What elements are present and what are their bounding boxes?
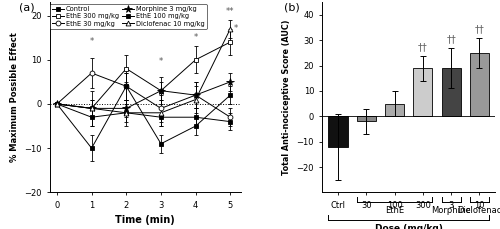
Bar [470,53,489,116]
Text: Dose (mg/kg): Dose (mg/kg) [375,224,442,229]
Text: EthE: EthE [385,206,404,215]
Text: ††: †† [474,24,484,34]
Bar [385,104,404,116]
Bar [442,68,461,116]
Text: Diclofenac: Diclofenac [458,206,500,215]
Text: (b): (b) [284,2,300,12]
Text: (a): (a) [20,2,35,12]
Y-axis label: Total Anti-nociceptive Score (AUC): Total Anti-nociceptive Score (AUC) [282,19,291,175]
Text: *: * [234,24,238,33]
Text: ††: †† [446,34,456,44]
Text: **: ** [226,7,234,16]
Y-axis label: % Maximum Possible Effect: % Maximum Possible Effect [10,32,18,162]
X-axis label: Time (min): Time (min) [116,215,175,225]
Bar [414,68,432,116]
Text: *: * [159,57,163,66]
Text: *: * [194,33,198,42]
Bar [328,116,347,147]
Legend: Control, EthE 300 mg/kg, EthE 30 mg/kg, Morphine 3 mg/kg, EthE 100 mg/kg, Diclof: Control, EthE 300 mg/kg, EthE 30 mg/kg, … [50,4,206,29]
Text: *: * [90,38,94,46]
Text: Morphine: Morphine [432,206,471,215]
Text: ††: †† [418,42,428,52]
Bar [356,116,376,121]
